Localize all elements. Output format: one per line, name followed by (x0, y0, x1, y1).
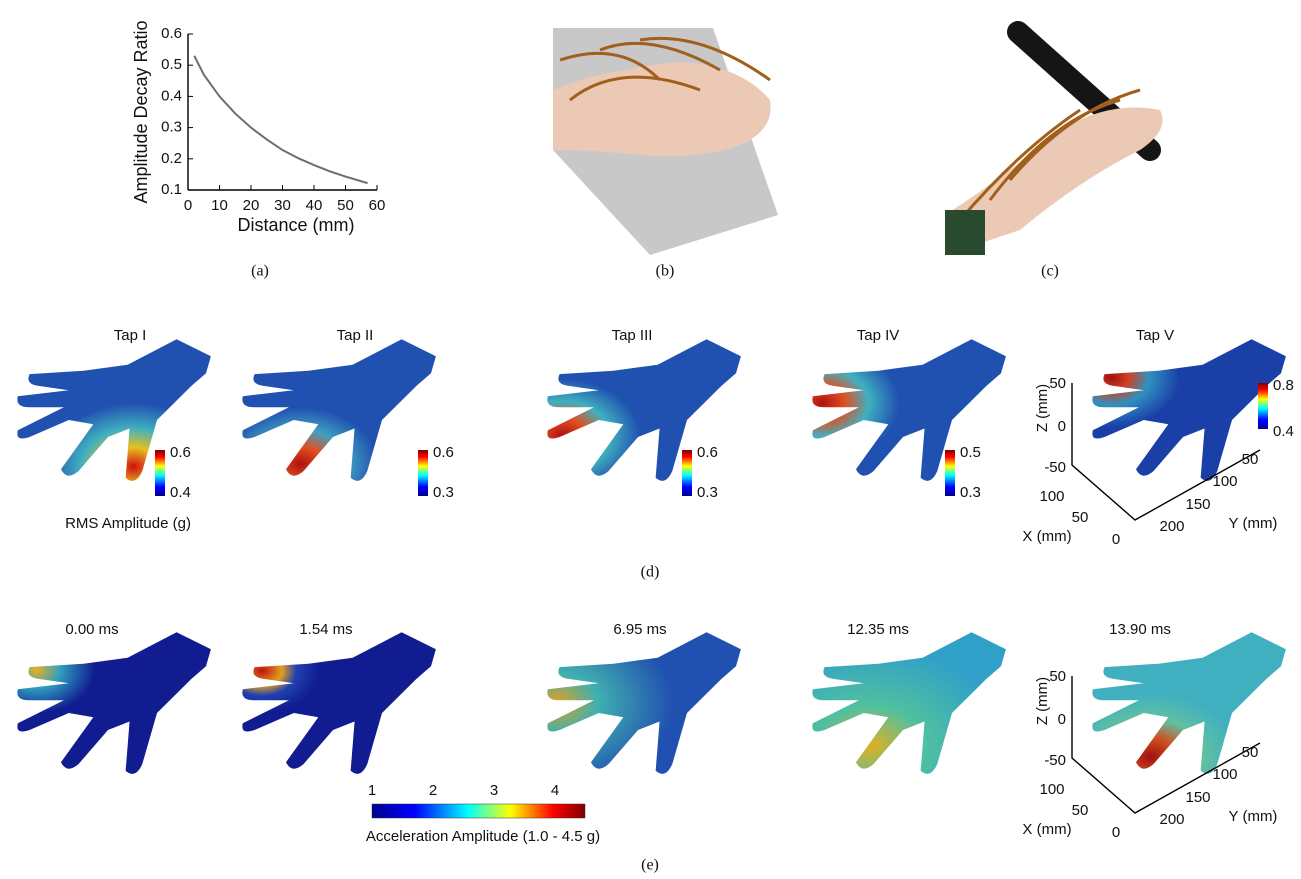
axis-tick: 50 (1242, 744, 1259, 761)
panel-title: Tap IV (857, 327, 900, 344)
axis-tick: 150 (1185, 789, 1210, 806)
panel-title: 13.90 ms (1109, 621, 1171, 638)
line (194, 56, 367, 183)
axis-tick: -50 (1044, 459, 1066, 476)
caption: (e) (641, 857, 659, 874)
caption: (a) (251, 263, 269, 280)
axis-tick: 50 (1242, 451, 1259, 468)
caption: (c) (1041, 263, 1059, 280)
colorbar-tick: 0.3 (697, 484, 718, 501)
figure: Distance (mm) Amplitude Decay Ratio 0102… (0, 0, 1301, 879)
axis-label: Y (mm) (1229, 515, 1278, 532)
axis-tick: 200 (1159, 811, 1184, 828)
panel-e: 0.00 ms 1.54 ms 6.95 ms 12.35 ms 13.90 m… (17, 621, 1286, 845)
axis-tick: 0 (1058, 711, 1066, 728)
colorbar-tick: 2 (429, 782, 437, 799)
y-tick-label: 0.4 (161, 87, 182, 104)
colorbar (682, 450, 692, 496)
x-tick-label: 40 (306, 197, 323, 214)
photo-c (945, 32, 1163, 255)
panel-d: Tap I Tap II Tap III Tap IV Tap V 0.6 0.… (17, 327, 1294, 532)
panel-title: 0.00 ms (65, 621, 118, 638)
axis-tick: 100 (1212, 766, 1237, 783)
colorbar-tick: 0.6 (433, 444, 454, 461)
axis-tick: 50 (1072, 509, 1089, 526)
x-tick-label: 30 (274, 197, 291, 214)
caption: (b) (656, 263, 675, 280)
panel-title: Tap V (1136, 327, 1174, 344)
y-axis-label: Amplitude Decay Ratio (131, 20, 151, 203)
colorbar-tick: 4 (551, 782, 559, 799)
hand-map (242, 339, 436, 481)
colorbar (1258, 383, 1268, 429)
axis-tick: 50 (1049, 375, 1066, 392)
hand-map (17, 632, 211, 774)
decay-chart: Distance (mm) Amplitude Decay Ratio 0 10 2… (131, 20, 386, 234)
y-tick-label: 0.5 (161, 56, 182, 73)
x-tick-label: 10 (211, 197, 228, 214)
colorbar-tick: 0.6 (170, 444, 191, 461)
colorbar-tick: 3 (490, 782, 498, 799)
x-tick-label: 20 (243, 197, 260, 214)
axis-label: X (mm) (1022, 821, 1071, 838)
hand-map (547, 632, 741, 774)
axis-tick: 0 (1058, 418, 1066, 435)
caption: (d) (641, 564, 660, 581)
y-tick-label: 0.1 (161, 181, 182, 198)
colorbar-tick: 0.4 (1273, 423, 1294, 440)
axis-tick: 0 (1112, 824, 1120, 841)
photo-b (553, 28, 778, 255)
axis-tick: 50 (1049, 668, 1066, 685)
colorbar (372, 804, 585, 818)
panel-title: 6.95 ms (613, 621, 666, 638)
y-tick-label: 0.2 (161, 150, 182, 167)
x-tick-label: 0 (184, 197, 192, 214)
hand-map (812, 632, 1006, 774)
colorbar (418, 450, 428, 496)
panel-title: Tap III (612, 327, 653, 344)
axis-tick: 150 (1185, 496, 1210, 513)
axis-tick: -50 (1044, 752, 1066, 769)
y-tick-label: 0.3 (161, 119, 182, 136)
colorbar-tick: 1 (368, 782, 376, 799)
colorbar-tick: 0.8 (1273, 377, 1294, 394)
colorbar-tick: 0.3 (433, 484, 454, 501)
panel-title: 1.54 ms (299, 621, 352, 638)
colorbar-tick: 0.6 (697, 444, 718, 461)
axis-label: Y (mm) (1229, 808, 1278, 825)
board (945, 210, 985, 255)
x-tick-label: 60 (369, 197, 386, 214)
colorbar-tick: 0.4 (170, 484, 191, 501)
axis-tick: 100 (1039, 488, 1064, 505)
axis-tick: 100 (1039, 781, 1064, 798)
hand-map (242, 632, 436, 774)
panel-title: Tap II (337, 327, 374, 344)
axis-tick: 100 (1212, 473, 1237, 490)
panel-title: Tap I (114, 327, 147, 344)
colorbar (945, 450, 955, 496)
axis-tick: 0 (1112, 531, 1120, 548)
x-axis-label: Distance (mm) (237, 215, 354, 235)
colorbar-tick: 0.3 (960, 484, 981, 501)
colorbar-label: Acceleration Amplitude (1.0 - 4.5 g) (366, 828, 600, 845)
axis-tick: 200 (1159, 518, 1184, 535)
panel-title: 12.35 ms (847, 621, 909, 638)
axis-label: X (mm) (1022, 528, 1071, 545)
colorbar-tick: 0.5 (960, 444, 981, 461)
axis-tick: 50 (1072, 802, 1089, 819)
y-tick-label: 0.6 (161, 25, 182, 42)
colorbar-label: RMS Amplitude (g) (65, 515, 191, 532)
colorbar (155, 450, 165, 496)
x-tick-label: 50 (337, 197, 354, 214)
